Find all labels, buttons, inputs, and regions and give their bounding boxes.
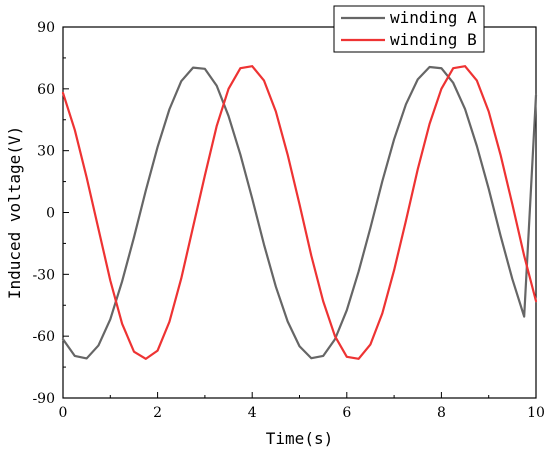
y-tick-label: -60 bbox=[32, 329, 55, 345]
y-axis-title: Induced voltage(V) bbox=[5, 126, 24, 299]
x-axis-title: Time(s) bbox=[266, 429, 333, 448]
legend: winding A winding B bbox=[333, 5, 485, 53]
legend-label-winding-a: winding A bbox=[390, 8, 477, 27]
legend-box bbox=[333, 5, 485, 53]
y-tick-label: -30 bbox=[32, 267, 55, 283]
x-tick-label: 0 bbox=[59, 405, 68, 421]
series-line-winding-b bbox=[61, 65, 538, 360]
x-tick-label: 4 bbox=[248, 405, 257, 421]
x-tick-label: 2 bbox=[153, 405, 162, 421]
x-tick-label: 10 bbox=[527, 405, 545, 421]
y-tick-label: 90 bbox=[37, 20, 55, 36]
series-layer bbox=[61, 65, 538, 360]
x-tick-label: 8 bbox=[437, 405, 446, 421]
y-tick-label: -90 bbox=[32, 391, 55, 407]
y-tick-label: 60 bbox=[37, 82, 55, 98]
axis-ticks: 0 2 4 6 8 10 90 60 30 0 -30 -60 -90 bbox=[32, 20, 544, 421]
y-tick-label: 0 bbox=[46, 206, 55, 222]
x-tick-label: 6 bbox=[342, 405, 351, 421]
plot-area: 0 2 4 6 8 10 90 60 30 0 -30 -60 -90 bbox=[32, 20, 544, 421]
plot-frame bbox=[62, 26, 537, 399]
legend-label-winding-b: winding B bbox=[390, 30, 477, 49]
series-line-winding-a bbox=[61, 65, 538, 360]
y-tick-label: 30 bbox=[37, 144, 55, 160]
